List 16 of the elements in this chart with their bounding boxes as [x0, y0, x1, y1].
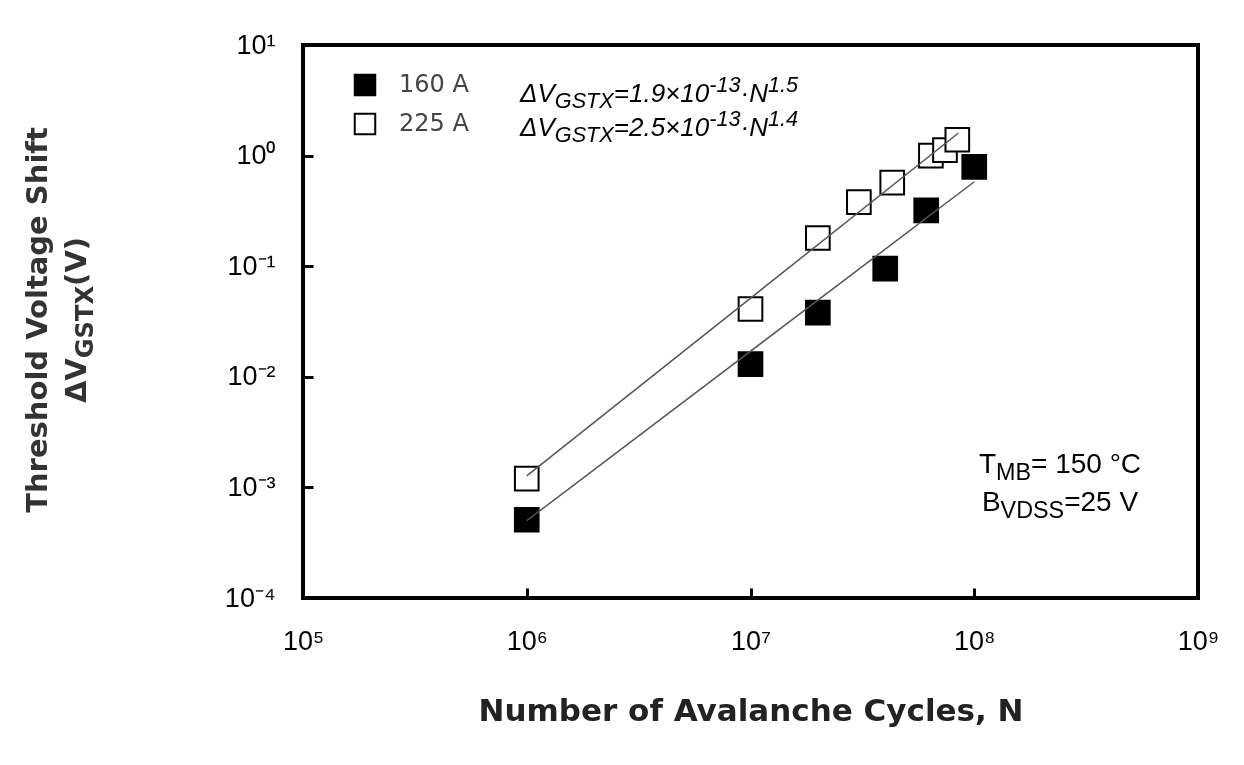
y-tick-label: 10¹: [236, 29, 276, 60]
annotation: B$_{VDSS}$=25 V: [981, 486, 1139, 524]
x-tick-label: 10⁸: [954, 625, 996, 656]
legend-label: 225 A: [399, 109, 470, 137]
y-tick-label: 10⁻³: [227, 471, 276, 502]
y-tick-label: 10⁻¹: [227, 250, 276, 281]
legend-label: 160 A: [399, 70, 470, 98]
y-tick-label: 10⁰: [236, 140, 276, 171]
y-tick-label: 10⁻²: [227, 361, 276, 392]
x-tick-label: 10⁵: [282, 625, 325, 656]
x-tick-label: 10⁷: [731, 625, 771, 656]
annotation: T$_{MB}$= 150 °C: [978, 448, 1142, 486]
x-tick-label: 10⁶: [506, 625, 548, 656]
x-tick-label: 10⁹: [1177, 625, 1220, 656]
y-tick-label: 10⁻⁴: [224, 582, 276, 613]
x-axis-title: Number of Avalanche Cycles, N: [478, 691, 1024, 728]
